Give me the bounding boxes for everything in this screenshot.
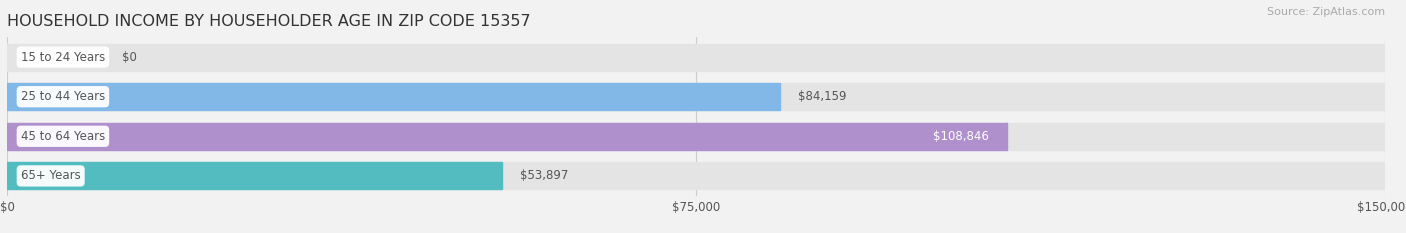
- Bar: [7, 162, 502, 189]
- Text: $84,159: $84,159: [799, 90, 846, 103]
- Text: $53,897: $53,897: [520, 169, 569, 182]
- Text: Source: ZipAtlas.com: Source: ZipAtlas.com: [1267, 7, 1385, 17]
- Text: 45 to 64 Years: 45 to 64 Years: [21, 130, 105, 143]
- Bar: [7, 123, 1385, 150]
- Text: 65+ Years: 65+ Years: [21, 169, 80, 182]
- Text: $108,846: $108,846: [932, 130, 988, 143]
- Bar: [7, 83, 1385, 110]
- Text: 25 to 44 Years: 25 to 44 Years: [21, 90, 105, 103]
- Bar: [7, 44, 1385, 71]
- Text: $0: $0: [122, 51, 136, 64]
- Text: HOUSEHOLD INCOME BY HOUSEHOLDER AGE IN ZIP CODE 15357: HOUSEHOLD INCOME BY HOUSEHOLDER AGE IN Z…: [7, 14, 530, 29]
- Bar: [7, 123, 1007, 150]
- Bar: [7, 162, 1385, 189]
- Bar: [7, 83, 780, 110]
- Text: 15 to 24 Years: 15 to 24 Years: [21, 51, 105, 64]
